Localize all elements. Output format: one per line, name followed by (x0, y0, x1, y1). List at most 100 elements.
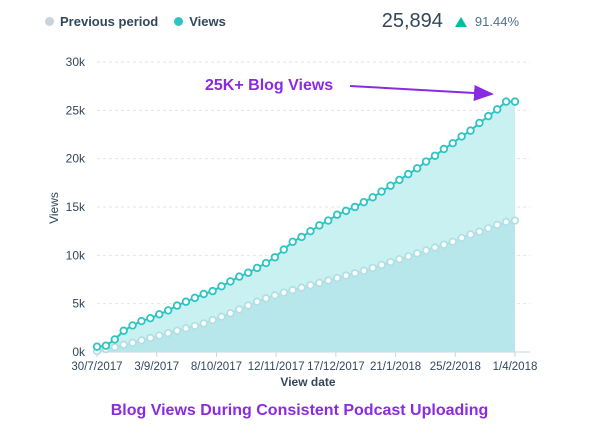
previous-period-point[interactable] (359, 266, 369, 275)
previous-period-point[interactable] (395, 255, 404, 264)
views-point[interactable] (101, 341, 111, 350)
previous-period-point[interactable] (306, 281, 315, 290)
views-point[interactable] (448, 138, 457, 148)
previous-period-point[interactable] (252, 297, 262, 306)
views-point[interactable] (421, 157, 431, 166)
annotation-arrow (349, 85, 494, 101)
previous-period-points (92, 216, 520, 356)
previous-period-point[interactable] (448, 237, 457, 246)
previous-period-point[interactable] (332, 273, 342, 283)
views-point[interactable] (324, 216, 333, 225)
views-point[interactable] (155, 310, 164, 319)
previous-period-point[interactable] (226, 309, 235, 318)
views-point[interactable] (270, 253, 280, 262)
previous-period-point[interactable] (172, 326, 182, 335)
views-point[interactable] (332, 210, 342, 219)
views-point[interactable] (288, 237, 297, 246)
previous-period-point[interactable] (350, 269, 360, 278)
previous-period-point[interactable] (377, 260, 386, 270)
previous-period-point[interactable] (412, 249, 422, 258)
previous-period-point[interactable] (235, 305, 244, 314)
previous-period-point[interactable] (119, 340, 128, 349)
views-point[interactable] (430, 151, 440, 160)
previous-period-point[interactable] (297, 283, 306, 292)
views-point[interactable] (359, 197, 369, 207)
views-point[interactable] (235, 272, 244, 281)
views-point[interactable] (163, 306, 173, 315)
previous-period-point[interactable] (163, 328, 173, 338)
previous-period-point[interactable] (190, 321, 200, 331)
previous-period-point[interactable] (110, 342, 119, 352)
previous-period-point[interactable] (341, 271, 351, 280)
previous-period-point[interactable] (466, 230, 475, 239)
previous-period-point[interactable] (270, 291, 280, 300)
views-point[interactable] (181, 297, 191, 306)
previous-period-point[interactable] (288, 285, 297, 295)
previous-period-point[interactable] (261, 294, 271, 303)
views-point[interactable] (190, 293, 200, 303)
legend-dot-previous (45, 17, 54, 26)
views-point[interactable] (501, 97, 511, 106)
views-point[interactable] (315, 221, 324, 230)
previous-period-point[interactable] (128, 338, 137, 348)
previous-period-point[interactable] (315, 278, 324, 288)
views-point[interactable] (412, 164, 422, 173)
views-point[interactable] (484, 111, 493, 121)
previous-period-point[interactable] (501, 217, 511, 227)
previous-period-point[interactable] (181, 324, 191, 333)
views-point[interactable] (306, 226, 315, 236)
x-tick-label: 30/7/2017 (71, 361, 122, 373)
previous-period-point[interactable] (421, 246, 431, 255)
views-point[interactable] (208, 286, 217, 296)
previous-period-point[interactable] (484, 224, 493, 233)
previous-period-point[interactable] (386, 257, 395, 267)
views-point[interactable] (493, 105, 502, 114)
views-point[interactable] (243, 268, 253, 277)
views-point[interactable] (128, 321, 137, 330)
views-point[interactable] (261, 258, 271, 268)
previous-period-point[interactable] (439, 240, 449, 249)
previous-period-point[interactable] (430, 243, 440, 252)
views-point[interactable] (119, 326, 128, 335)
views-point[interactable] (226, 277, 235, 286)
views-point[interactable] (368, 193, 377, 202)
views-point[interactable] (92, 342, 102, 351)
views-point[interactable] (439, 144, 449, 154)
views-point[interactable] (172, 301, 182, 310)
views-point[interactable] (252, 263, 262, 273)
previous-period-point[interactable] (510, 216, 520, 225)
legend-item-previous-period[interactable]: Previous period (45, 14, 158, 29)
views-point[interactable] (395, 175, 404, 185)
views-point[interactable] (466, 126, 475, 135)
legend-item-views[interactable]: Views (174, 14, 226, 29)
views-point[interactable] (350, 202, 360, 212)
views-point[interactable] (510, 97, 520, 106)
views-point[interactable] (457, 132, 466, 141)
previous-period-point[interactable] (137, 336, 146, 345)
previous-period-point[interactable] (368, 263, 377, 273)
previous-period-point[interactable] (475, 227, 484, 236)
previous-period-point[interactable] (457, 233, 466, 243)
previous-period-point[interactable] (155, 331, 164, 340)
previous-period-point[interactable] (324, 276, 333, 285)
previous-period-point[interactable] (243, 301, 253, 310)
views-point[interactable] (146, 313, 155, 323)
previous-period-point[interactable] (493, 220, 502, 230)
previous-period-point[interactable] (404, 252, 413, 261)
views-point[interactable] (341, 206, 351, 216)
previous-period-point[interactable] (217, 312, 226, 321)
views-point[interactable] (199, 289, 208, 299)
previous-period-point[interactable] (199, 319, 208, 328)
views-point[interactable] (475, 118, 484, 128)
previous-period-point[interactable] (208, 315, 217, 325)
views-point[interactable] (279, 245, 288, 254)
views-point[interactable] (217, 282, 226, 291)
views-point[interactable] (137, 316, 146, 326)
views-point[interactable] (110, 335, 119, 344)
views-point[interactable] (297, 232, 306, 242)
previous-period-point[interactable] (146, 333, 155, 343)
previous-period-point[interactable] (279, 288, 288, 297)
views-point[interactable] (386, 181, 395, 190)
views-point[interactable] (377, 187, 386, 196)
views-point[interactable] (404, 169, 413, 179)
